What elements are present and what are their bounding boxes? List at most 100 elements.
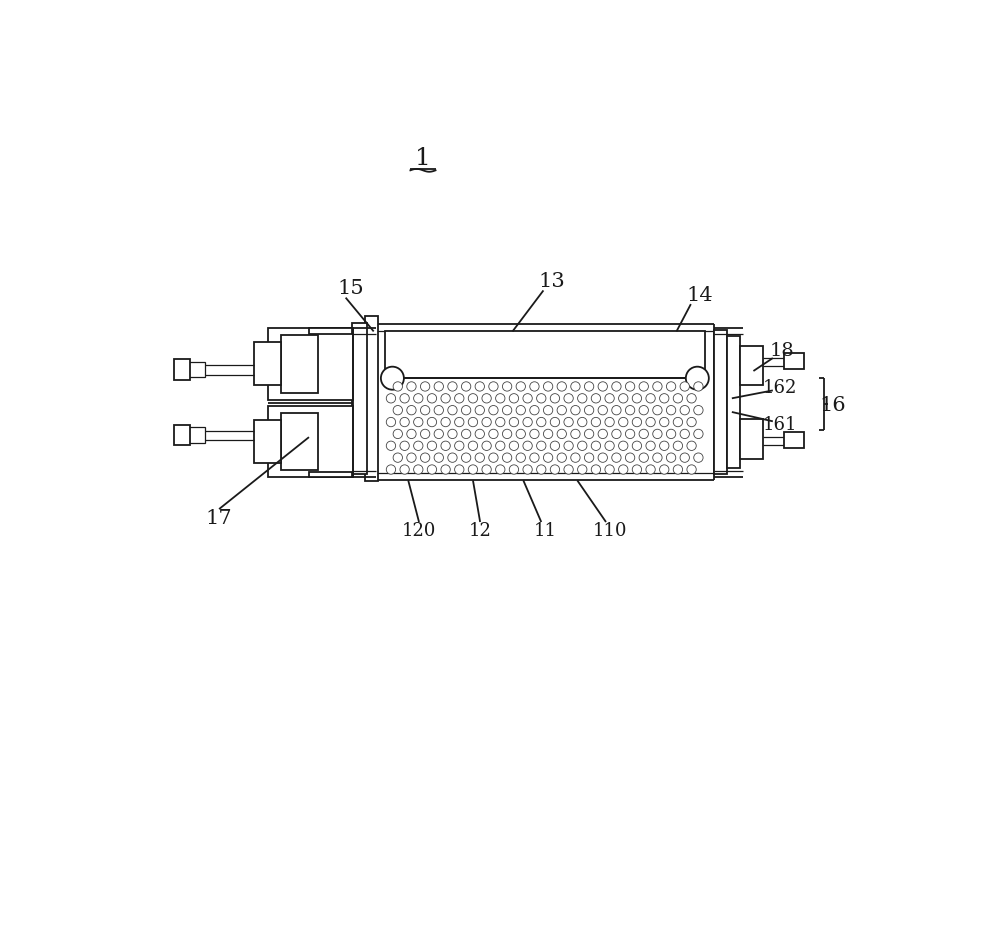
Circle shape bbox=[482, 441, 491, 450]
Circle shape bbox=[584, 453, 594, 462]
Circle shape bbox=[653, 430, 662, 439]
Circle shape bbox=[448, 382, 457, 391]
Circle shape bbox=[448, 405, 457, 415]
Circle shape bbox=[407, 405, 416, 415]
Circle shape bbox=[673, 465, 683, 474]
Circle shape bbox=[461, 405, 471, 415]
Circle shape bbox=[393, 382, 402, 391]
Bar bbox=[365, 316, 378, 481]
Circle shape bbox=[550, 393, 560, 403]
Circle shape bbox=[475, 382, 484, 391]
Circle shape bbox=[516, 453, 525, 462]
Circle shape bbox=[598, 430, 607, 439]
Text: 15: 15 bbox=[337, 278, 364, 298]
Circle shape bbox=[427, 417, 437, 427]
Circle shape bbox=[543, 382, 553, 391]
Circle shape bbox=[550, 465, 560, 474]
Circle shape bbox=[543, 405, 553, 415]
Circle shape bbox=[530, 405, 539, 415]
Circle shape bbox=[578, 441, 587, 450]
Circle shape bbox=[660, 441, 669, 450]
Circle shape bbox=[489, 453, 498, 462]
Circle shape bbox=[619, 441, 628, 450]
Bar bbox=[385, 332, 705, 378]
Circle shape bbox=[564, 393, 573, 403]
Circle shape bbox=[605, 417, 614, 427]
Circle shape bbox=[591, 417, 601, 427]
Bar bbox=[281, 413, 318, 470]
Circle shape bbox=[653, 405, 662, 415]
Circle shape bbox=[646, 393, 655, 403]
Bar bbox=[727, 336, 740, 468]
Circle shape bbox=[557, 405, 566, 415]
Circle shape bbox=[686, 367, 709, 389]
Text: 11: 11 bbox=[533, 522, 556, 540]
Circle shape bbox=[653, 453, 662, 462]
Circle shape bbox=[612, 453, 621, 462]
Circle shape bbox=[441, 417, 450, 427]
Circle shape bbox=[673, 441, 683, 450]
Circle shape bbox=[400, 417, 409, 427]
Circle shape bbox=[523, 465, 532, 474]
Text: 1: 1 bbox=[415, 148, 430, 170]
Circle shape bbox=[673, 417, 683, 427]
Circle shape bbox=[414, 441, 423, 450]
Circle shape bbox=[578, 417, 587, 427]
Circle shape bbox=[414, 417, 423, 427]
Circle shape bbox=[461, 382, 471, 391]
Circle shape bbox=[420, 405, 430, 415]
Circle shape bbox=[530, 453, 539, 462]
Circle shape bbox=[381, 367, 404, 389]
Circle shape bbox=[400, 441, 409, 450]
Circle shape bbox=[441, 465, 450, 474]
Text: 16: 16 bbox=[819, 396, 846, 415]
Circle shape bbox=[666, 382, 676, 391]
Circle shape bbox=[509, 393, 519, 403]
Circle shape bbox=[694, 453, 703, 462]
Circle shape bbox=[461, 453, 471, 462]
Circle shape bbox=[632, 417, 642, 427]
Circle shape bbox=[516, 405, 525, 415]
Bar bbox=[268, 328, 353, 400]
Circle shape bbox=[666, 405, 676, 415]
Circle shape bbox=[523, 393, 532, 403]
Circle shape bbox=[660, 465, 669, 474]
Circle shape bbox=[414, 465, 423, 474]
Circle shape bbox=[564, 417, 573, 427]
Circle shape bbox=[625, 405, 635, 415]
Circle shape bbox=[468, 417, 478, 427]
Text: 161: 161 bbox=[763, 416, 797, 434]
Circle shape bbox=[584, 405, 594, 415]
Circle shape bbox=[557, 382, 566, 391]
Circle shape bbox=[591, 441, 601, 450]
Circle shape bbox=[441, 441, 450, 450]
Circle shape bbox=[427, 465, 437, 474]
Circle shape bbox=[509, 417, 519, 427]
Circle shape bbox=[612, 430, 621, 439]
Circle shape bbox=[482, 465, 491, 474]
Circle shape bbox=[537, 393, 546, 403]
Circle shape bbox=[598, 453, 607, 462]
Circle shape bbox=[427, 393, 437, 403]
Circle shape bbox=[414, 393, 423, 403]
Circle shape bbox=[605, 441, 614, 450]
Circle shape bbox=[523, 441, 532, 450]
Circle shape bbox=[489, 405, 498, 415]
Circle shape bbox=[420, 382, 430, 391]
Circle shape bbox=[571, 430, 580, 439]
Circle shape bbox=[571, 405, 580, 415]
Circle shape bbox=[434, 430, 443, 439]
Circle shape bbox=[598, 405, 607, 415]
Bar bbox=[309, 472, 352, 477]
Circle shape bbox=[612, 405, 621, 415]
Text: 14: 14 bbox=[686, 286, 713, 305]
Bar bbox=[254, 420, 281, 463]
Circle shape bbox=[482, 393, 491, 403]
Circle shape bbox=[434, 405, 443, 415]
Circle shape bbox=[605, 465, 614, 474]
Text: 110: 110 bbox=[592, 522, 627, 540]
Circle shape bbox=[468, 441, 478, 450]
Circle shape bbox=[502, 430, 512, 439]
Circle shape bbox=[550, 441, 560, 450]
Bar bbox=[268, 405, 353, 477]
